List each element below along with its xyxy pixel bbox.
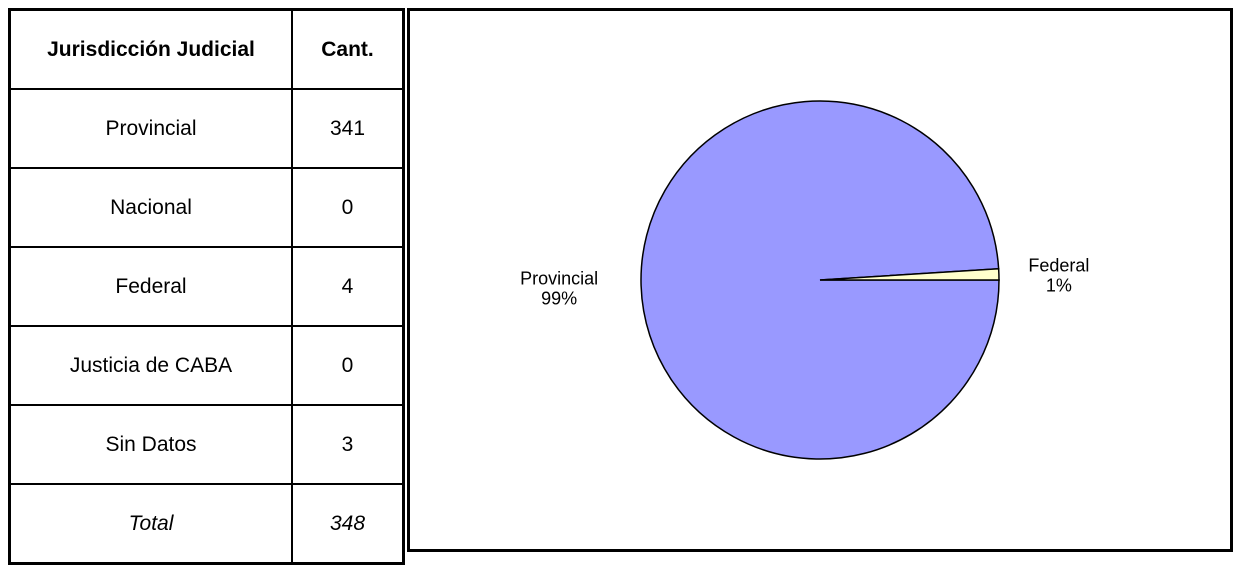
- data-table: Jurisdicción Judicial Cant. Provincial 34…: [8, 8, 405, 565]
- cell: 0: [291, 167, 405, 248]
- body-row: Justicia de CABA 0: [8, 325, 405, 406]
- header-row: Jurisdicción Judicial Cant.: [8, 8, 405, 90]
- cell: 348: [291, 483, 405, 565]
- cell: Justicia de CABA: [8, 325, 293, 406]
- cell: Provincial: [8, 88, 293, 169]
- cell: Total: [8, 483, 293, 565]
- cell: 0: [291, 325, 405, 406]
- header-cell: Jurisdicción Judicial: [8, 8, 293, 90]
- pie-slice: [819, 267, 1000, 281]
- body-row: Federal 4: [8, 246, 405, 327]
- cell: 3: [291, 404, 405, 485]
- cell: 4: [291, 246, 405, 327]
- slice-label: Provincial: [520, 268, 598, 288]
- total-row: Total 348: [8, 483, 405, 565]
- body-row: Provincial 341: [8, 88, 405, 169]
- cell: Nacional: [8, 167, 293, 248]
- header-cell: Cant.: [291, 8, 405, 90]
- cell: 341: [291, 88, 405, 169]
- cell: Sin Datos: [8, 404, 293, 485]
- slice-label: Federal: [1028, 256, 1089, 276]
- body-row: Nacional 0: [8, 167, 405, 248]
- cell: Federal: [8, 246, 293, 327]
- body-row: Sin Datos 3: [8, 404, 405, 485]
- slice-value-label: 99%: [541, 288, 577, 308]
- slice-value-label: 1%: [1046, 276, 1072, 296]
